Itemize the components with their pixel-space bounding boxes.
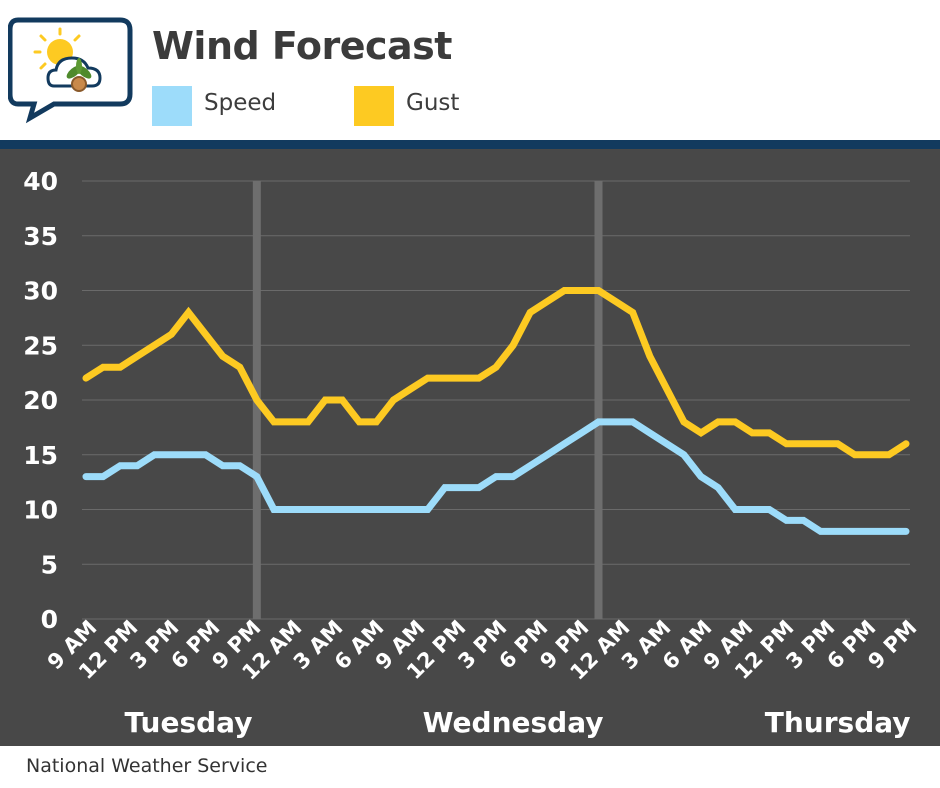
day-separator: [594, 181, 603, 619]
y-tick-label: 10: [23, 496, 58, 525]
chart-title: Wind Forecast: [152, 24, 452, 68]
legend-label-speed: Speed: [204, 90, 277, 116]
y-tick-label: 20: [23, 386, 58, 415]
legend-swatch-speed: [152, 86, 192, 126]
y-tick-label: 40: [23, 167, 58, 196]
day-label-tuesday: Tuesday: [125, 706, 253, 739]
weather-logo-icon: [8, 17, 133, 124]
legend-swatch-gust: [354, 86, 394, 126]
y-tick-label: 30: [23, 277, 58, 306]
y-tick-label: 15: [23, 441, 58, 470]
series-line-gust: [82, 287, 910, 459]
y-tick-label: 35: [23, 222, 58, 251]
y-tick-label: 25: [23, 331, 58, 360]
day-label-wednesday: Wednesday: [423, 706, 604, 739]
y-tick-label: 0: [41, 605, 58, 634]
plot-area: 0 5 10 15 20 25 30 35 40 9 AM 12 PM 3 PM 6 PM 9 PM 12 …: [0, 149, 940, 746]
y-tick-label: 5: [41, 550, 58, 579]
source-credit: National Weather Service: [26, 755, 268, 777]
header: Wind Forecast Speed Gust: [0, 0, 940, 140]
day-label-thursday: Thursday: [765, 706, 911, 739]
legend-label-gust: Gust: [406, 90, 460, 116]
header-divider: [0, 140, 940, 149]
series-line-speed: [82, 418, 910, 535]
